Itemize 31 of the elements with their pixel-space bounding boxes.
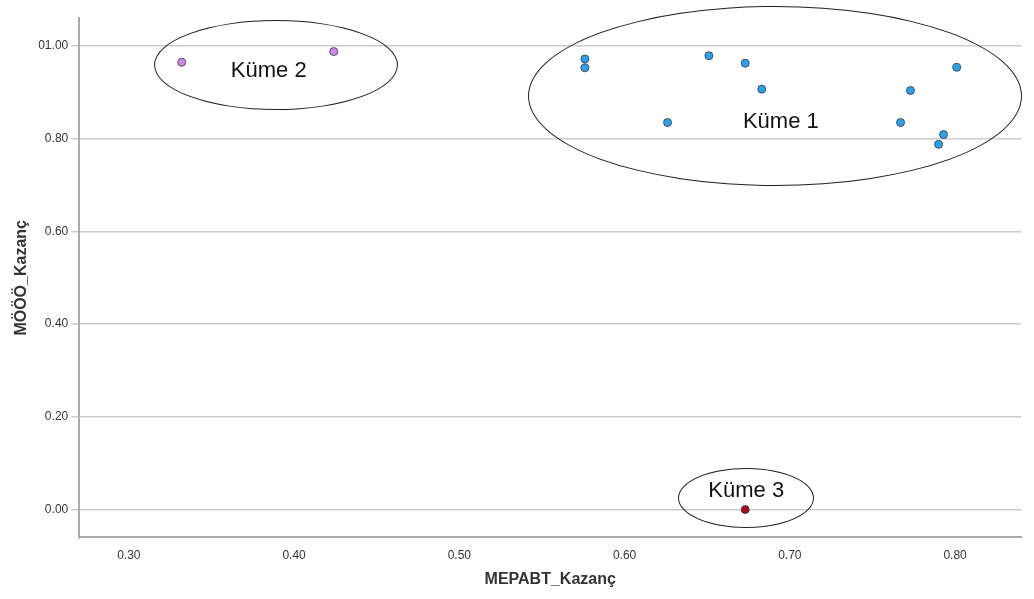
x-tick-label: 0.80 <box>943 547 968 562</box>
y-tick-label: 0.40 <box>44 316 69 331</box>
y-tick-label: 0.80 <box>44 131 69 146</box>
y-tick-label: 0.60 <box>44 223 69 238</box>
x-tick-label: 0.70 <box>778 547 802 562</box>
x-tick-label: 0.30 <box>117 547 141 562</box>
point <box>934 139 943 149</box>
x-axis-title: MEPABT_Kazanç <box>484 569 616 587</box>
point <box>952 62 962 72</box>
x-tick-label: 0.40 <box>282 547 307 562</box>
point <box>704 51 714 61</box>
annotation: Küme 3 <box>708 476 785 502</box>
x-tick-label: 0.50 <box>447 547 472 562</box>
point <box>663 118 672 127</box>
point <box>580 54 590 64</box>
point <box>177 57 187 67</box>
x-tick-label: 0.60 <box>612 547 637 562</box>
point <box>757 84 767 94</box>
annotation: Küme 2 <box>230 56 307 82</box>
point <box>896 118 905 127</box>
point <box>906 86 915 95</box>
point <box>939 130 948 139</box>
y-axis-title: MÖÖÖ_Kazanç <box>11 219 30 336</box>
point <box>740 505 750 514</box>
annotation: Küme 1 <box>742 108 819 134</box>
point <box>329 47 339 56</box>
y-tick-label: 0.00 <box>44 501 69 516</box>
point <box>580 63 590 73</box>
y-tick-label: 01.00 <box>38 38 69 53</box>
point <box>740 58 750 68</box>
y-tick-label: 0.20 <box>44 409 69 424</box>
